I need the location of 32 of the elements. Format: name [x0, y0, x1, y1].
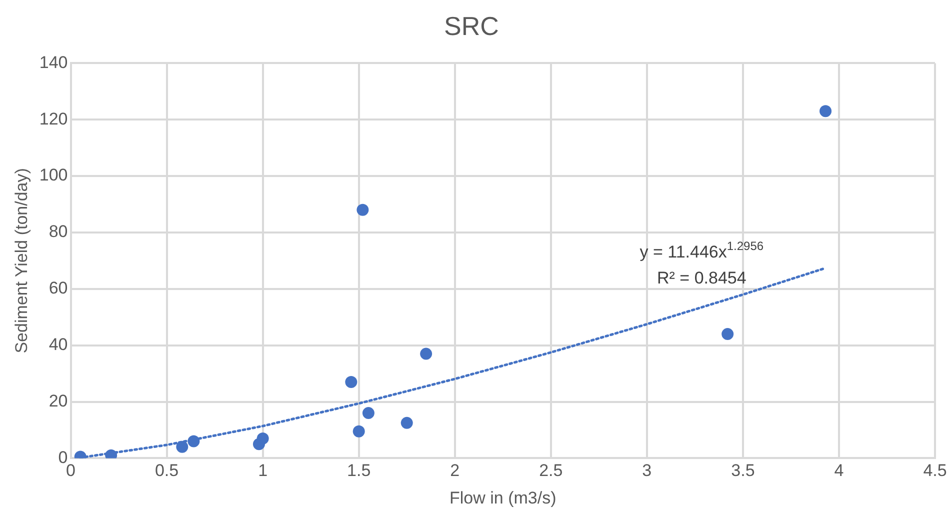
point: [400, 416, 413, 429]
y-tick-label: 40: [48, 335, 68, 354]
y-tick-label: 120: [39, 109, 68, 128]
x-tick-label: 0.5: [154, 461, 179, 480]
x-tick-label: 4: [834, 461, 844, 480]
point: [820, 105, 832, 118]
y-tick-label: 140: [39, 52, 68, 72]
point: [352, 425, 365, 438]
point: [176, 440, 188, 453]
annotation: R² = 0.8454: [657, 268, 746, 288]
x-tick-label: 3.5: [731, 461, 755, 480]
point: [356, 204, 369, 216]
x-tick-label: 1.5: [347, 461, 371, 480]
chart-title: SRC: [444, 10, 499, 41]
point: [362, 407, 374, 420]
x-tick-label: 2.5: [539, 461, 563, 480]
x-tick-label: 4.5: [923, 461, 947, 480]
y-tick-label: 100: [39, 166, 68, 185]
x-tick-label: 2: [450, 461, 460, 480]
point: [256, 432, 269, 444]
y-tick-label: 80: [48, 222, 68, 242]
point: [345, 376, 358, 388]
point: [420, 348, 432, 360]
y-tick-label: 0: [58, 448, 68, 467]
x-tick-label: 1: [258, 461, 268, 480]
x-axis-title: Flow in (m3/s): [450, 488, 556, 508]
point: [722, 328, 734, 340]
y-axis-title: Sediment Yield (ton/day): [12, 168, 31, 354]
x-tick-label: 3: [642, 461, 652, 480]
y-tick-label: 20: [48, 391, 68, 410]
y-tick-label: 60: [48, 278, 68, 298]
point: [188, 435, 200, 448]
